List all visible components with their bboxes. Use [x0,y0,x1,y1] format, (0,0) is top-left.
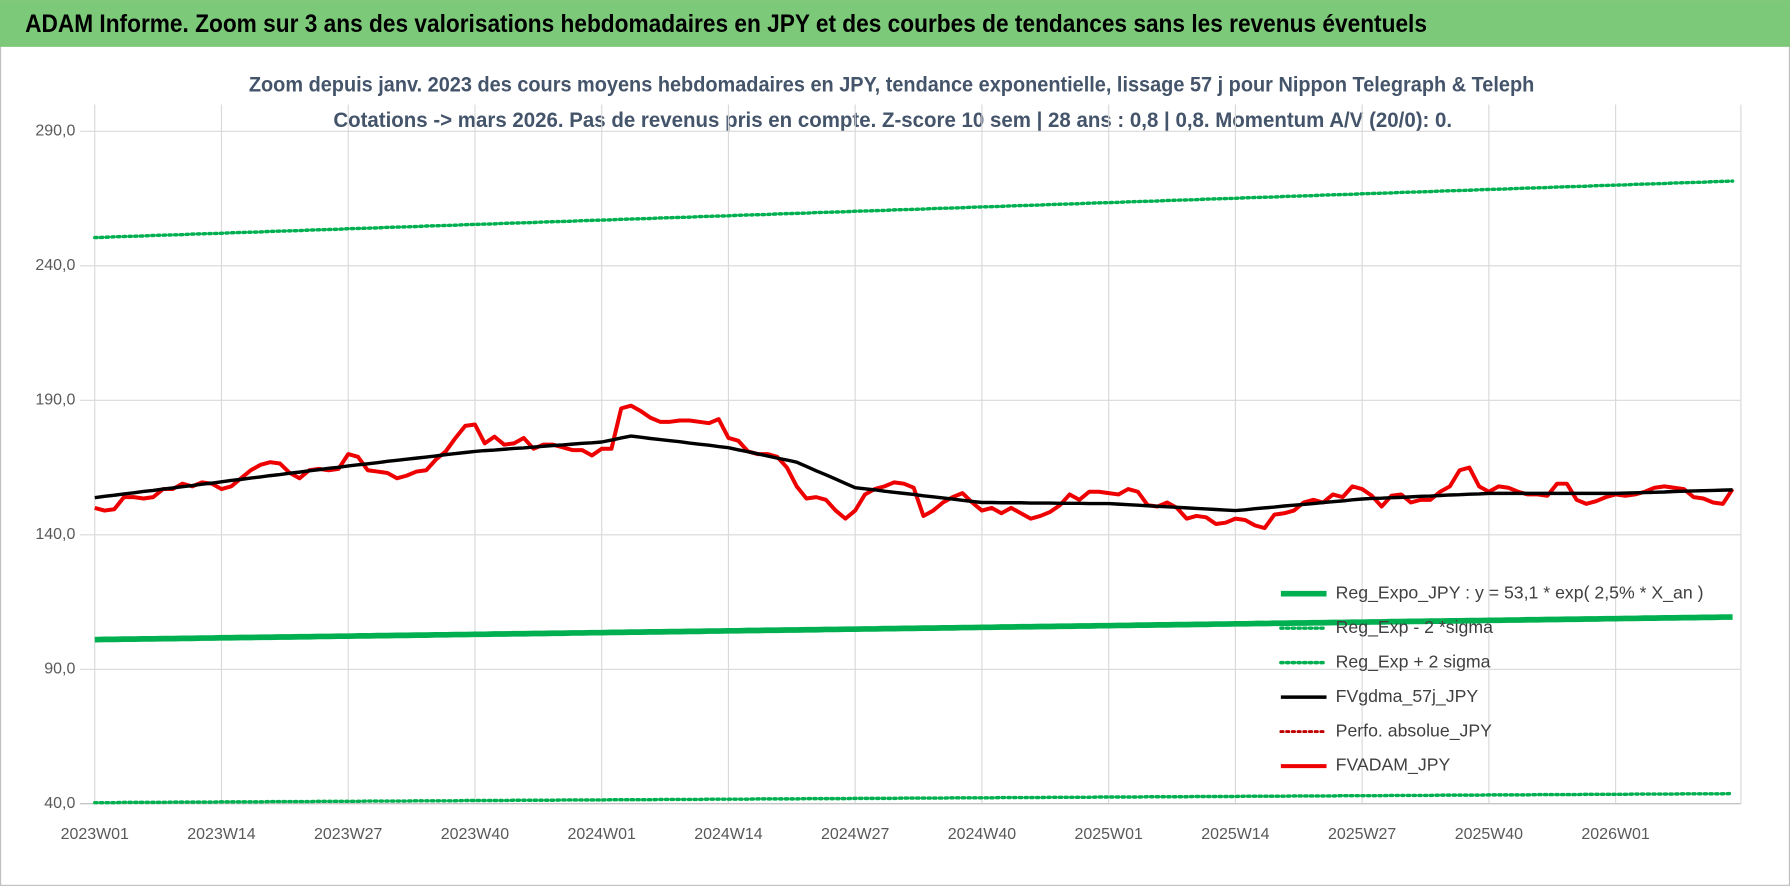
legend-label: Reg_Expo_JPY : y = 53,1 * exp( 2,5% * X_… [1336,582,1704,603]
chart-title: Zoom depuis janv. 2023 des cours moyens … [249,71,1534,96]
x-tick-label: 2024W40 [948,826,1016,843]
x-tick-label: 2023W27 [314,826,382,843]
x-tick-label: 2023W01 [61,826,129,843]
header-title: ADAM Informe. Zoom sur 3 ans des valoris… [25,10,1427,38]
x-tick-label: 2025W14 [1201,826,1269,843]
series-line [93,791,1735,805]
y-tick-label: 140,0 [35,526,75,543]
legend-label: Reg_Exp - 2 *sigma [1336,617,1493,638]
x-tick-label: 2024W27 [821,826,889,843]
y-tick-label: 40,0 [44,795,75,812]
chart-subtitle: Cotations -> mars 2026. Pas de revenus p… [333,107,1452,132]
legend-label: FVgdma_57j_JPY [1336,686,1479,707]
y-tick-label: 90,0 [44,660,75,677]
x-tick-label: 2025W27 [1328,826,1396,843]
x-tick-label: 2024W01 [568,826,636,843]
y-tick-label: 290,0 [35,123,75,140]
legend-label: Reg_Exp + 2 sigma [1336,651,1491,672]
series-line [94,434,1733,513]
y-tick-label: 190,0 [35,392,75,409]
x-tick-label: 2026W01 [1581,826,1649,843]
series-line [94,403,1735,531]
x-tick-label: 2024W14 [694,826,762,843]
series-line [93,179,1735,240]
legend-label: FVADAM_JPY [1336,755,1451,776]
legend-label: Perfo. absolue_JPY [1336,720,1493,741]
series-line [94,614,1733,643]
x-tick-label: 2025W40 [1455,826,1523,843]
x-tick-label: 2025W01 [1074,826,1142,843]
y-tick-label: 240,0 [35,257,75,274]
x-tick-label: 2023W40 [441,826,509,843]
x-tick-label: 2023W14 [187,826,255,843]
header-bar [0,0,1790,47]
